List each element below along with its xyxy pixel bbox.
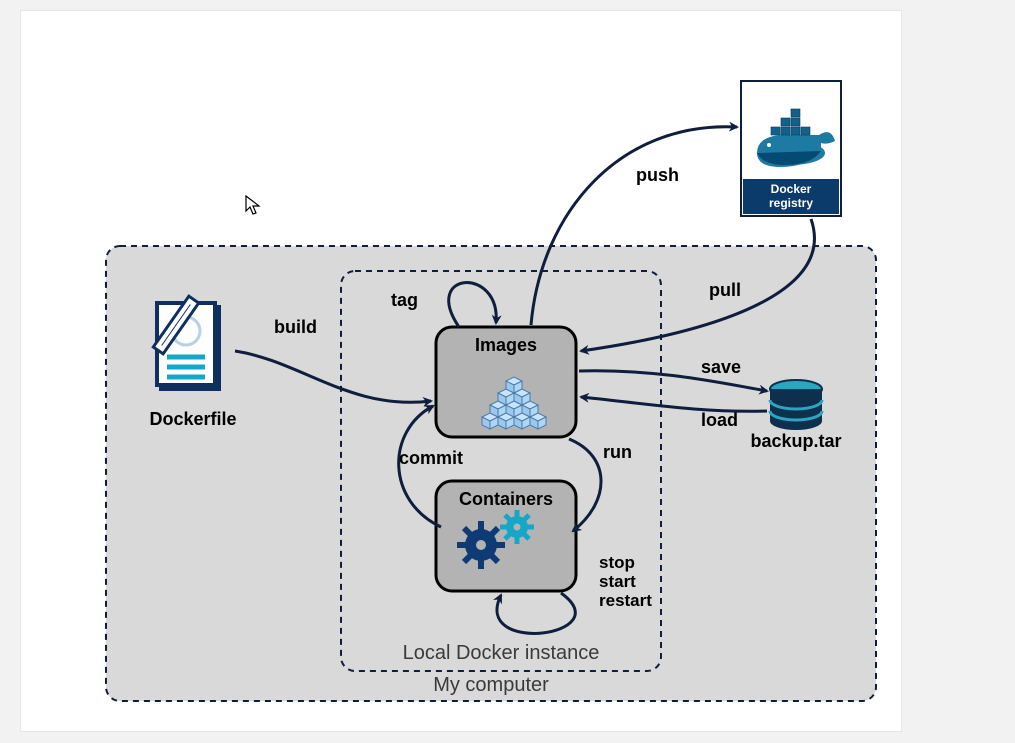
node-backup-label: backup.tar <box>750 431 841 451</box>
diagram-page: My computer Local Docker instance Docker… <box>20 10 902 732</box>
gears-icon-small <box>500 510 534 544</box>
edge-save-label: save <box>701 357 741 377</box>
edge-run-label: run <box>603 442 632 462</box>
node-images: Images <box>436 327 576 437</box>
cursor-icon <box>246 196 259 214</box>
database-icon <box>770 380 822 430</box>
node-images-label: Images <box>475 335 537 355</box>
node-containers: Containers <box>436 481 576 591</box>
edge-tag-label: tag <box>391 290 418 310</box>
edge-build-label: build <box>274 317 317 337</box>
zone-local-docker-label: Local Docker instance <box>403 642 600 664</box>
node-registry: Docker registry Docker registry <box>21 11 841 216</box>
zone-my-computer-label: My computer <box>433 674 549 696</box>
dockerfile-icon <box>153 296 219 389</box>
edge-sss-label-3: restart <box>599 591 652 610</box>
edge-pull-label: pull <box>709 280 741 300</box>
docker-flowchart: My computer Local Docker instance Docker… <box>21 11 901 731</box>
edge-load-label: load <box>701 410 738 430</box>
node-registry-label-line1: Docker <box>771 182 812 196</box>
edge-sss-label-1: stop <box>599 553 635 572</box>
node-containers-label: Containers <box>459 489 553 509</box>
edge-commit-label: commit <box>399 448 463 468</box>
gears-icon <box>457 521 505 569</box>
edge-push-label: push <box>636 165 679 185</box>
node-dockerfile-label: Dockerfile <box>149 409 236 429</box>
edge-sss-label-2: start <box>599 572 636 591</box>
node-registry-label-line2: registry <box>769 196 813 210</box>
